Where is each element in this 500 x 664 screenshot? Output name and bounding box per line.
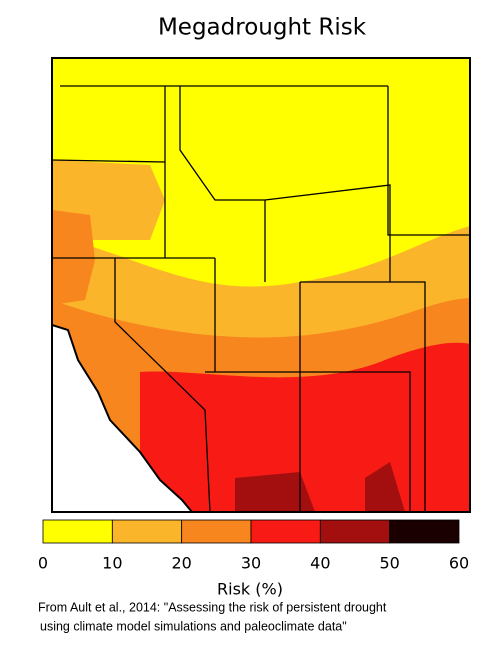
risk-zone [365,462,405,512]
colorbar-bin [319,519,391,544]
colorbar: 0 10 20 30 40 50 60 [38,519,469,573]
credit: using climate model simulations and pale… [40,619,347,633]
colorbar-bin [42,519,113,544]
colorbar-bin [250,519,321,544]
colorbar-bin [389,519,460,544]
colorbar-bin [111,519,183,544]
map [52,58,470,512]
credit: From Ault et al., 2014: "Assessing the r… [38,600,387,614]
map-frame [51,57,471,513]
state-borders [52,85,470,512]
colorbar-label: Risk (%) [217,580,283,599]
ocean [52,323,194,512]
colorbar-tick-label: 0 [38,554,48,573]
colorbar-tick-label: 10 [102,554,122,573]
risk-zone [235,472,315,512]
colorbar-tick-label: 40 [310,554,330,573]
colorbar-tick-label: 50 [379,554,399,573]
colorbar-tick-label: 60 [449,554,469,573]
colorbar-tick-label: 30 [241,554,261,573]
map-title: Megadrought Risk [158,15,367,41]
colorbar-bin [181,519,252,544]
colorbar-tick-label: 20 [171,554,191,573]
